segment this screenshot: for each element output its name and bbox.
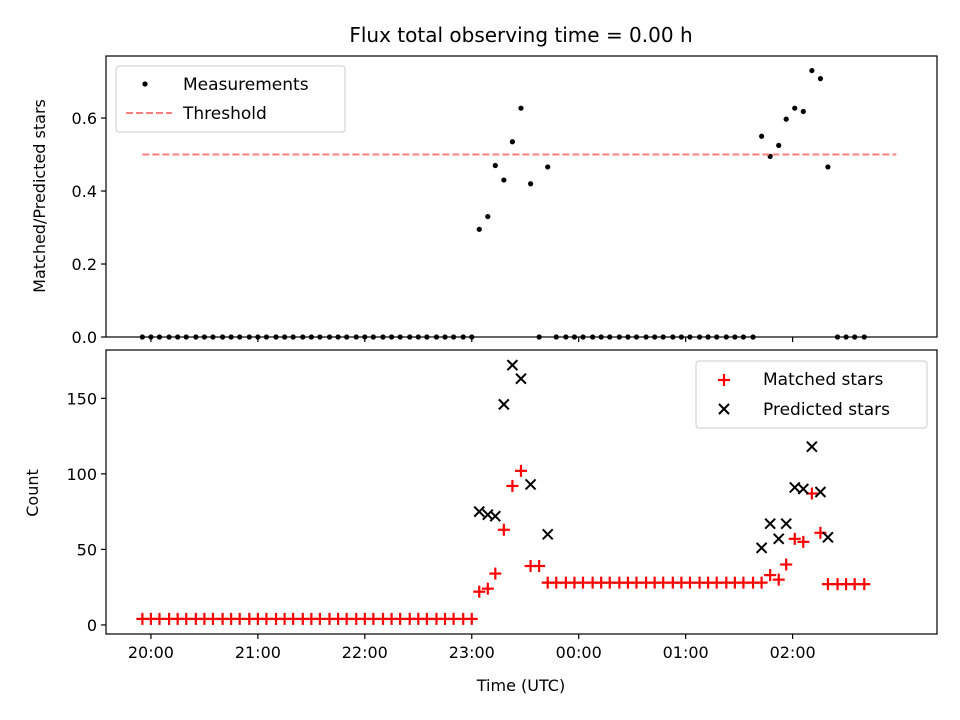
measurement-point [825, 164, 831, 170]
matched-stars-point [481, 582, 494, 595]
predicted-stars-point [755, 542, 768, 554]
ratio-legend-box [115, 65, 346, 133]
measurement-point [509, 139, 516, 145]
predicted-stars-point [773, 533, 785, 545]
x-tick-label: 21:00 [235, 643, 281, 662]
x-tick-label: 22:00 [342, 643, 388, 662]
axes-spine [105, 55, 938, 338]
count-legend-box [695, 360, 928, 429]
predicted-stars-point [822, 531, 834, 544]
measurement-point [527, 181, 534, 187]
legend-predicted-label: Predicted stars [763, 400, 890, 420]
y-tick-label: 50 [77, 540, 97, 559]
legend-matched-marker [718, 374, 730, 386]
count-y-ticks: 0 50 100 150 [66, 389, 106, 635]
ratio-legend: Measurements Threshold [115, 65, 346, 133]
predicted-stars-point [506, 359, 519, 371]
axes-spine [105, 349, 938, 635]
predicted-stars-point [806, 440, 818, 453]
predicted-stars-point [789, 481, 801, 494]
x-tick-label: 20:00 [128, 643, 174, 662]
matched-stars-point [514, 464, 527, 477]
matched-stars-point [497, 523, 510, 536]
legend-measurements-label: Measurements [183, 75, 309, 95]
ratio-y-ticks: 0.0 0.2 0.4 0.6 [72, 109, 106, 347]
ratio-x-ticks [150, 337, 794, 342]
count-legend: Matched stars Predicted stars [695, 360, 928, 429]
ratio-plot-area [139, 67, 897, 340]
predicted-stars-point [524, 478, 537, 491]
measurement-point [485, 213, 491, 220]
measurement-point [776, 142, 782, 149]
matched-stars-point [772, 573, 785, 586]
y-tick-label: 100 [66, 465, 97, 484]
count-y-axis-label: Count [23, 469, 42, 517]
matched-stars-point [788, 532, 801, 545]
measurement-point [545, 164, 551, 170]
measurement-point [817, 76, 824, 82]
count-axes-frame [105, 349, 938, 635]
count-plot-area [136, 359, 871, 625]
matched-stars-point [755, 576, 768, 589]
y-tick-label: 0 [87, 616, 97, 635]
predicted-stars-point [541, 528, 554, 541]
predicted-stars-point [515, 372, 527, 385]
measurement-point [501, 177, 507, 183]
predicted-stars-point [764, 518, 776, 530]
count-panel: Count Time (UTC) 0 50 100 150 20:00 21:00 22:… [23, 349, 938, 695]
ratio-axes-frame [105, 55, 938, 338]
matched-stars-point [797, 535, 810, 548]
measurement-point [783, 116, 789, 122]
ratio-y-axis-label: Matched/Predicted stars [30, 99, 49, 293]
y-tick-label: 0.0 [72, 328, 97, 347]
predicted-stars-point [498, 398, 510, 411]
matched-stars-point [506, 479, 519, 492]
matched-stars-point [780, 558, 793, 571]
measurement-point [792, 105, 798, 111]
matched-stars-point [764, 569, 777, 582]
chart-title: Flux total observing time = 0.00 h [349, 23, 692, 47]
matched-stars-point [533, 560, 546, 573]
matched-stars-point [465, 612, 478, 625]
matched-stars-point [473, 585, 486, 598]
legend-threshold-label: Threshold [182, 104, 267, 124]
ratio-panel: Matched/Predicted stars 0.0 0.2 0.4 0.6 Mea… [30, 55, 938, 347]
count-x-ticks: 20:00 21:00 22:00 23:00 00:00 01:00 02:00 [128, 634, 816, 662]
measurement-point [759, 133, 765, 139]
measurement-point [809, 67, 815, 74]
legend-measurements-marker [142, 81, 148, 87]
matched-stars-point [489, 567, 502, 580]
predicted-stars-point [473, 505, 485, 518]
measurement-point [518, 105, 524, 111]
predicted-stars-point [814, 486, 827, 498]
measurement-point [800, 108, 806, 115]
predicted-stars-point [489, 510, 502, 522]
legend-matched-label: Matched stars [763, 370, 883, 390]
predicted-stars-point [780, 518, 792, 530]
y-tick-label: 150 [66, 389, 97, 408]
predicted-stars-point [797, 483, 810, 495]
x-tick-label: 02:00 [770, 643, 816, 662]
y-tick-label: 0.2 [72, 255, 97, 274]
matched-stars-point [858, 578, 871, 591]
y-tick-label: 0.4 [72, 182, 97, 201]
x-tick-label: 00:00 [556, 643, 602, 662]
y-tick-label: 0.6 [72, 109, 97, 128]
measurement-point [492, 162, 498, 169]
legend-predicted-marker [718, 403, 730, 415]
count-x-axis-label: Time (UTC) [476, 676, 565, 695]
x-tick-label: 23:00 [449, 643, 495, 662]
x-tick-label: 01:00 [663, 643, 709, 662]
measurement-point [476, 226, 482, 232]
